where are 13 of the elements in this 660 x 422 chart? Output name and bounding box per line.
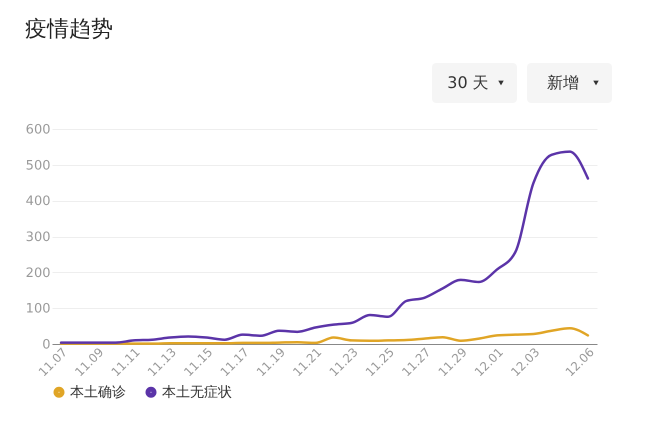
chart-title: 疫情趋势 xyxy=(25,17,114,42)
text: 30 天 xyxy=(447,73,489,92)
y-tick-label: 500 xyxy=(26,158,50,174)
line-series xyxy=(60,150,590,344)
y-tick-label: 0 xyxy=(42,338,50,352)
y-tick-label: 300 xyxy=(26,230,50,245)
y-tick-label: 400 xyxy=(26,194,50,210)
y-tick-label: 100 xyxy=(26,302,50,317)
legend-label: 本土确诊 xyxy=(70,384,126,400)
y-tick-label: 200 xyxy=(26,266,50,281)
text: 新增 xyxy=(547,73,579,92)
y-tick-label: 600 xyxy=(26,122,50,138)
legend-label: 本土无症状 xyxy=(162,384,232,400)
